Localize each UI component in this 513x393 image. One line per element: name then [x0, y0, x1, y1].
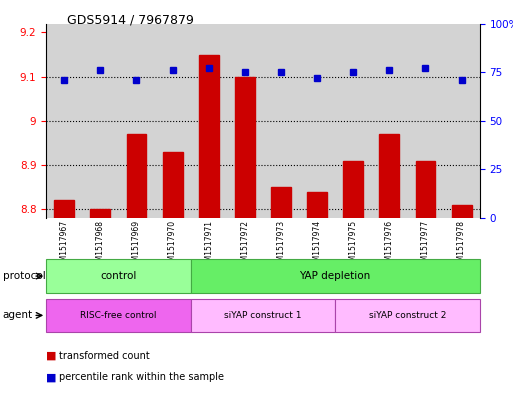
Bar	[154, 24, 191, 218]
Bar	[451, 205, 471, 218]
Bar	[335, 24, 371, 218]
Bar	[119, 24, 154, 218]
Bar	[191, 299, 335, 332]
Text: YAP depletion: YAP depletion	[300, 271, 371, 281]
Text: percentile rank within the sample: percentile rank within the sample	[59, 372, 224, 382]
Text: siYAP construct 2: siYAP construct 2	[369, 311, 446, 320]
Bar	[46, 24, 82, 218]
Bar	[54, 200, 74, 218]
Bar	[46, 259, 191, 293]
Bar	[235, 77, 255, 218]
Text: RISC-free control: RISC-free control	[80, 311, 156, 320]
Text: agent: agent	[3, 310, 33, 320]
Text: siYAP construct 1: siYAP construct 1	[224, 311, 302, 320]
Bar	[380, 134, 399, 218]
Bar	[299, 24, 335, 218]
Bar	[82, 24, 119, 218]
Text: transformed count: transformed count	[59, 351, 150, 361]
Bar	[371, 24, 407, 218]
Bar	[199, 55, 219, 218]
Text: ■: ■	[46, 351, 56, 361]
Text: GDS5914 / 7967879: GDS5914 / 7967879	[67, 14, 193, 27]
Text: protocol: protocol	[3, 271, 45, 281]
Bar	[343, 161, 363, 218]
Bar	[307, 191, 327, 218]
Bar	[90, 209, 110, 218]
Text: control: control	[100, 271, 136, 281]
Bar	[127, 134, 146, 218]
Bar	[271, 187, 291, 218]
Bar	[335, 299, 480, 332]
Bar	[263, 24, 299, 218]
Bar	[191, 259, 480, 293]
Text: ■: ■	[46, 372, 56, 382]
Bar	[227, 24, 263, 218]
Bar	[46, 299, 191, 332]
Bar	[416, 161, 436, 218]
Bar	[191, 24, 227, 218]
Bar	[444, 24, 480, 218]
Bar	[407, 24, 444, 218]
Bar	[163, 152, 183, 218]
